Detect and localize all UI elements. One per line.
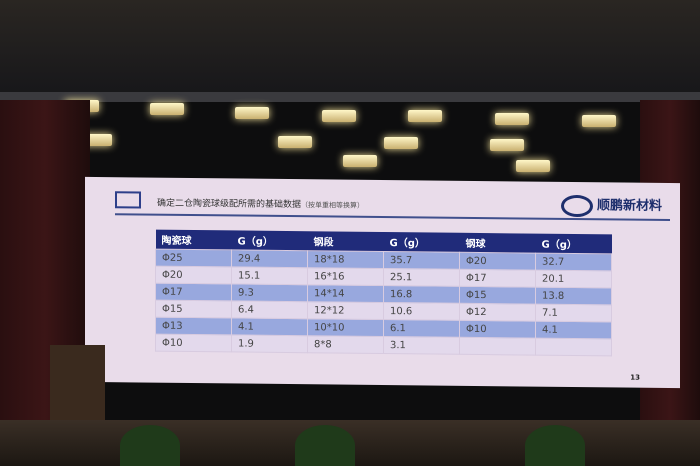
table-cell: Φ20 (459, 252, 536, 271)
table-cell: 16*16 (307, 267, 384, 286)
table-cell: 35.7 (383, 251, 460, 270)
ceiling-light (343, 155, 377, 167)
brand-name: 顺鹏新材料 (596, 198, 662, 214)
table-cell: Φ15 (459, 286, 536, 305)
column-header: 陶瓷球 (155, 229, 232, 250)
table-cell: Φ25 (155, 249, 232, 267)
plant (120, 425, 180, 466)
slide-header: 确定二仓陶瓷球级配所需的基础数据（按单重相等换算） 顺鹏新材料 (115, 187, 670, 222)
ceiling-light (322, 110, 356, 122)
table-cell: 18*18 (307, 250, 384, 269)
table-cell: 3.1 (383, 336, 460, 355)
table-cell: Φ10 (459, 320, 536, 339)
ceiling-light (490, 139, 524, 151)
slide-corner-icon (115, 191, 141, 209)
table-cell: Φ12 (459, 303, 536, 322)
table-cell: 12*12 (307, 301, 384, 320)
table-cell: Φ15 (155, 300, 232, 318)
ceiling-light (495, 113, 529, 125)
ceiling-light (235, 107, 269, 119)
ceiling (0, 0, 700, 95)
table-row: Φ10 1.9 8*8 3.1 (155, 334, 612, 356)
ceiling-light (150, 103, 184, 115)
column-header: G（g） (535, 233, 612, 254)
table-cell: 10*10 (307, 318, 384, 337)
slide-title: 确定二仓陶瓷球级配所需的基础数据（按单重相等换算） (157, 196, 364, 211)
table-cell: 32.7 (535, 253, 612, 271)
table-cell: 29.4 (231, 249, 308, 268)
table-cell: Φ17 (459, 269, 536, 288)
title-note: （按单重相等换算） (301, 201, 365, 210)
table-cell: Φ20 (155, 266, 232, 284)
table-cell: Φ10 (155, 334, 232, 352)
table-cell: 16.8 (383, 285, 460, 304)
column-header: G（g） (383, 232, 460, 253)
table-cell: 9.3 (231, 283, 308, 302)
lighting-truss (0, 92, 700, 102)
table-cell: 14*14 (307, 284, 384, 303)
data-table: 陶瓷球 G（g） 钢段 G（g） 钢球 G（g） Φ25 29.4 18*18 35.7 Φ20 3… (155, 229, 612, 357)
plant (525, 425, 585, 466)
table-cell: 7.1 (535, 304, 612, 322)
table-cell: 25.1 (383, 268, 460, 287)
column-header: 钢球 (459, 232, 536, 254)
table-cell: 8*8 (307, 335, 384, 354)
table-cell: 6.1 (383, 319, 460, 338)
column-header: G（g） (231, 230, 308, 251)
table-cell: 13.8 (535, 287, 612, 305)
projection-screen: 确定二仓陶瓷球级配所需的基础数据（按单重相等换算） 顺鹏新材料 陶瓷球 G（g）钢… (85, 176, 680, 389)
ceiling-light (408, 110, 442, 122)
brand-logo-icon (560, 194, 593, 217)
table-cell (535, 338, 612, 356)
table-cell: 15.1 (231, 266, 308, 285)
brand-logo: 顺鹏新材料 (560, 194, 662, 218)
table-cell: 10.6 (383, 302, 460, 321)
table-cell: 4.1 (535, 321, 612, 339)
table-cell (459, 337, 536, 356)
ceiling-light (582, 115, 616, 127)
ceiling-light (278, 136, 312, 148)
table-cell: 1.9 (231, 334, 308, 353)
table-cell: Φ17 (155, 283, 232, 301)
table-cell: Φ13 (155, 317, 232, 335)
page-number: 13 (630, 373, 640, 382)
table-cell: 6.4 (231, 300, 308, 319)
table-cell: 4.1 (231, 317, 308, 336)
ceiling-light (384, 137, 418, 149)
plant (295, 425, 355, 466)
table-cell: 20.1 (535, 270, 612, 288)
title-text: 确定二仓陶瓷球级配所需的基础数据 (157, 198, 302, 211)
column-header: 钢段 (307, 231, 384, 252)
ceiling-light (516, 160, 550, 172)
